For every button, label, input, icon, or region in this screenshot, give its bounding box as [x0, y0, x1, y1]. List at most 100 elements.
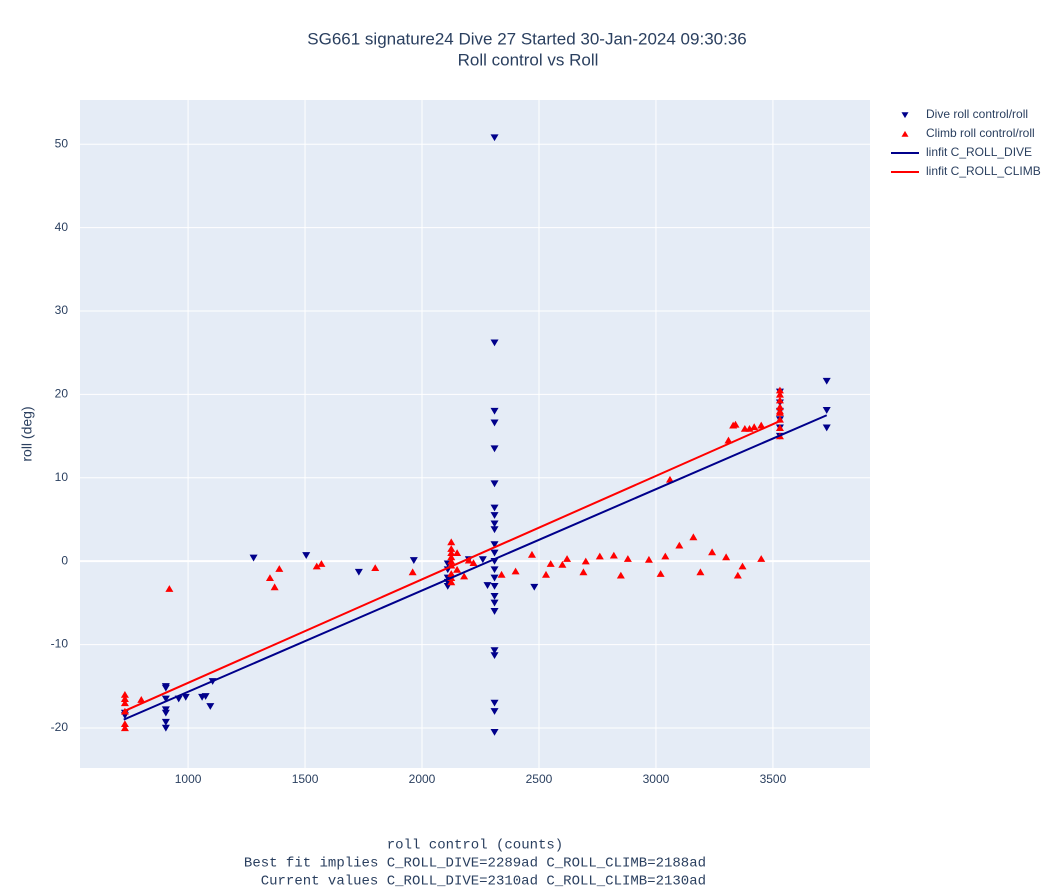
data-point [490, 339, 499, 347]
data-point [161, 724, 170, 732]
data-point [490, 512, 499, 519]
data-point [165, 585, 174, 592]
data-point [609, 551, 618, 559]
data-point [775, 403, 784, 411]
data-point [270, 583, 279, 591]
data-point [275, 565, 284, 572]
data-point [661, 552, 670, 560]
data-point [724, 436, 733, 444]
data-point [161, 709, 170, 717]
chart-subtitle: Roll control vs Roll [458, 50, 599, 69]
y-tick-label: 50 [55, 136, 69, 150]
data-point [490, 541, 499, 549]
data-point [120, 695, 129, 702]
data-point [206, 703, 215, 710]
data-point [822, 424, 831, 432]
data-point [490, 708, 499, 715]
y-tick-label: -10 [51, 637, 69, 651]
legend-label: linfit C_ROLL_CLIMB [926, 164, 1041, 178]
data-point [579, 568, 588, 576]
data-point [490, 549, 499, 557]
data-point [530, 583, 539, 591]
data-point [541, 570, 550, 578]
data-point [161, 684, 170, 692]
data-point [447, 538, 456, 546]
data-point [469, 559, 478, 567]
data-point [312, 562, 321, 570]
data-point [201, 693, 210, 700]
data-point [490, 647, 499, 655]
data-point [483, 582, 492, 589]
annotation: Best fit implies C_ROLL_DIVE=2289ad C_RO… [244, 856, 706, 872]
data-point [161, 718, 170, 726]
data-point [775, 386, 784, 394]
legend-swatch [901, 112, 909, 119]
data-point [490, 520, 499, 528]
data-point [408, 568, 417, 576]
data-point [447, 553, 456, 561]
data-point [478, 556, 487, 564]
data-point [120, 720, 129, 728]
data-point [490, 134, 499, 142]
data-point [738, 562, 747, 570]
y-tick-label: 0 [61, 553, 68, 567]
data-point [453, 549, 462, 557]
fit-line [123, 420, 781, 713]
data-point [822, 407, 831, 414]
data-point [490, 526, 499, 534]
data-point [354, 568, 363, 576]
legend-swatch [901, 130, 909, 137]
data-point [181, 693, 190, 701]
data-point [460, 572, 469, 580]
data-point [757, 421, 766, 429]
data-point [750, 423, 759, 431]
y-tick-label: 10 [55, 470, 69, 484]
data-point [490, 593, 499, 600]
data-point [511, 567, 520, 575]
data-point [490, 574, 499, 582]
data-point [731, 420, 740, 428]
data-point [161, 695, 170, 703]
data-point [490, 699, 499, 707]
data-point [581, 557, 590, 565]
data-point [689, 533, 698, 541]
data-point [563, 555, 572, 562]
data-point [464, 556, 473, 564]
data-point [497, 570, 506, 578]
x-tick-label: 2000 [409, 772, 436, 786]
data-point [490, 480, 499, 488]
data-point [490, 445, 499, 453]
data-point [317, 560, 326, 567]
y-tick-label: 30 [55, 303, 69, 317]
y-tick-label: 40 [55, 220, 69, 234]
data-point [120, 724, 129, 732]
y-tick-label: 20 [55, 387, 69, 401]
data-point [775, 424, 784, 431]
data-point [249, 554, 258, 562]
data-point [490, 504, 499, 512]
data-point [696, 568, 705, 576]
data-point [453, 565, 462, 573]
data-point [490, 566, 499, 574]
chart-title: SG661 signature24 Dive 27 Started 30-Jan… [307, 29, 746, 48]
data-point [757, 555, 766, 562]
data-point [656, 570, 665, 577]
data-point [120, 691, 129, 698]
x-tick-label: 3500 [760, 772, 787, 786]
data-point [447, 549, 456, 557]
data-point [775, 407, 784, 415]
y-axis-label: roll (deg) [19, 406, 35, 461]
data-point [447, 578, 456, 586]
x-tick-label: 3000 [643, 772, 670, 786]
data-point [409, 557, 418, 564]
data-point [527, 550, 536, 558]
data-point [675, 541, 684, 549]
data-point [490, 407, 499, 415]
data-point [644, 555, 653, 563]
data-point [447, 570, 456, 577]
x-axis-label: roll control (counts) [387, 838, 563, 854]
legend-label: Climb roll control/roll [926, 126, 1035, 140]
data-point [595, 552, 604, 560]
data-point [371, 564, 380, 572]
